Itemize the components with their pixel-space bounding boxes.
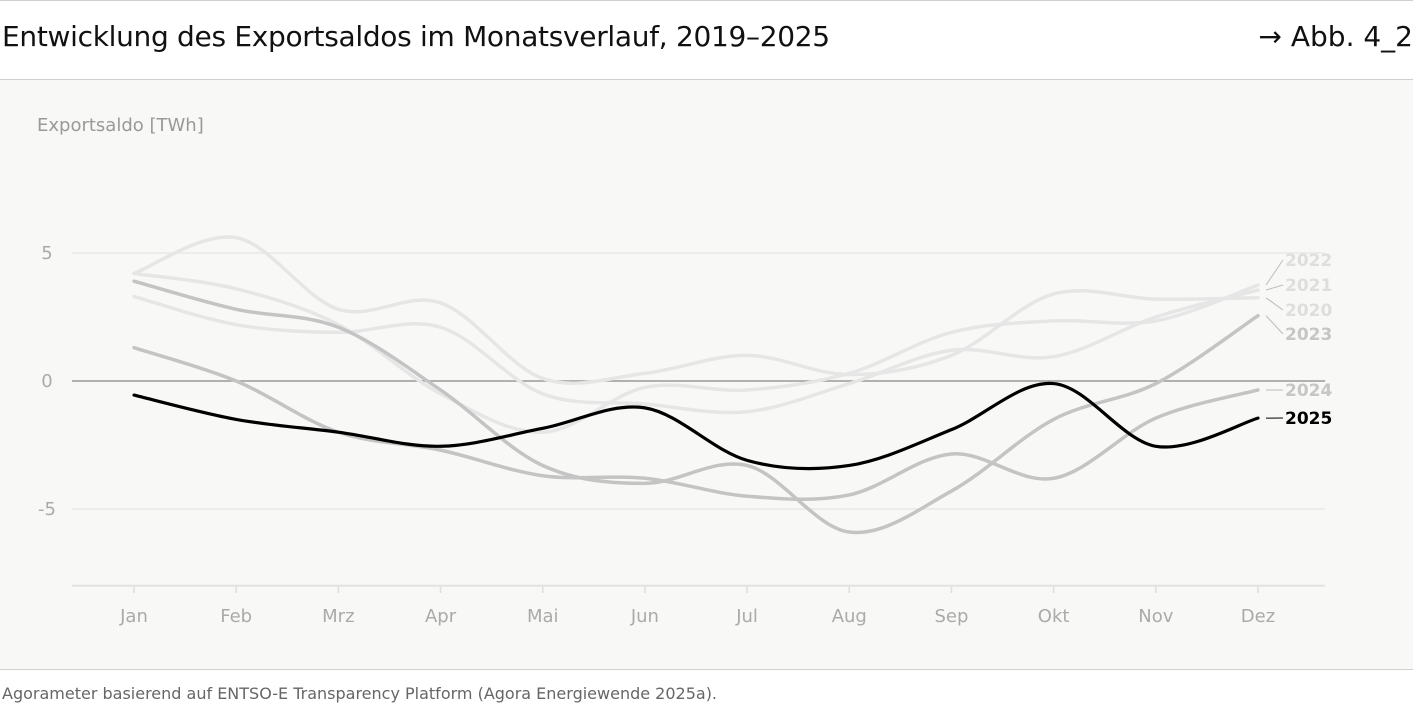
chart-title: Entwicklung des Exportsaldos im Monatsve… — [2, 20, 830, 53]
series-label: 2022 — [1285, 251, 1332, 271]
x-tick-label: Apr — [425, 606, 457, 627]
x-tick-label: Mai — [527, 606, 559, 627]
series-line-2022 — [132, 271, 1260, 434]
x-tick-label: Jul — [735, 606, 758, 627]
top-rule — [0, 0, 1413, 1]
x-tick-label: Jun — [630, 606, 659, 627]
x-tick-label: Sep — [934, 606, 968, 627]
leader-line — [1265, 297, 1284, 311]
x-tick-label: Nov — [1138, 606, 1173, 627]
divider — [0, 79, 1413, 80]
x-tick-label: Dez — [1241, 606, 1275, 627]
series-line-2025 — [132, 381, 1260, 471]
series-label: 2020 — [1285, 301, 1332, 321]
series-label: 2021 — [1285, 276, 1332, 296]
series-line-2023 — [132, 279, 1260, 535]
leader-line — [1265, 259, 1284, 286]
source-note: Agorameter basierend auf ENTSO-E Transpa… — [2, 684, 718, 703]
series-line-2020 — [132, 235, 1260, 385]
leader-line — [1265, 315, 1284, 335]
chart-panel — [0, 80, 1413, 669]
series-label: 2024 — [1285, 381, 1332, 401]
x-tick-label: Mrz — [322, 606, 354, 627]
x-tick-label: Jan — [119, 606, 148, 627]
y-tick-label: 0 — [41, 371, 52, 392]
x-tick-label: Okt — [1038, 606, 1070, 627]
series-line-2021 — [132, 288, 1260, 415]
divider — [0, 669, 1413, 670]
y-tick-label: -5 — [38, 499, 56, 520]
y-axis-label: Exportsaldo [TWh] — [37, 115, 204, 136]
series-label: 2023 — [1285, 325, 1332, 345]
x-tick-label: Aug — [832, 606, 867, 627]
figure-reference: → Abb. 4_2 — [1258, 20, 1413, 53]
y-tick-label: 5 — [41, 243, 52, 264]
x-tick-label: Feb — [220, 606, 252, 627]
series-line-2024 — [132, 345, 1260, 502]
series-label: 2025 — [1285, 409, 1332, 429]
leader-line — [1265, 284, 1284, 291]
